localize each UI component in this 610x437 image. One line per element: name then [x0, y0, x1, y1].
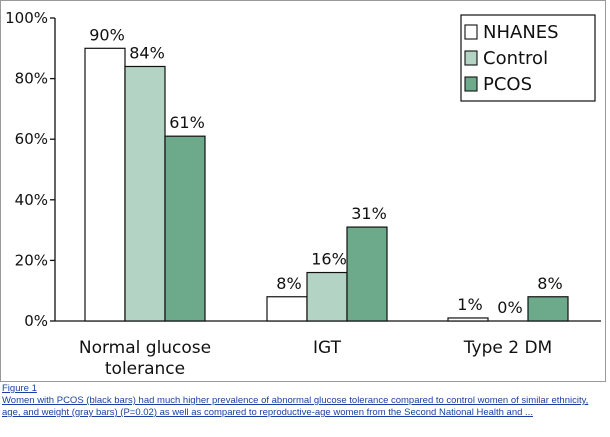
data-label: 84%	[129, 43, 165, 62]
legend-label-nhanes: NHANES	[483, 22, 559, 43]
category-label: IGT	[313, 338, 342, 358]
data-label: 31%	[351, 204, 387, 223]
bar-nhanes-2	[447, 317, 489, 322]
legend-swatch-nhanes	[464, 24, 478, 40]
data-label: 0%	[497, 298, 522, 317]
bar-pcos-2	[527, 296, 569, 322]
bar-nhanes-1	[266, 296, 308, 322]
legend-box	[460, 14, 596, 102]
legend-label-pcos: PCOS	[483, 74, 532, 95]
bar-pcos-1	[346, 226, 388, 322]
figure-caption: Figure 1 Women with PCOS (black bars) ha…	[2, 383, 602, 419]
legend-swatch-control	[464, 50, 478, 66]
category-label: Normal glucose tolerance	[79, 338, 211, 379]
legend-swatch-pcos	[464, 76, 478, 92]
chart-frame: 0% 20% 40% 60% 80% 100% 90% 8% 1% 84% 16% 0% 61% 31% 8…	[0, 0, 606, 382]
caption-text-link[interactable]: Women with PCOS (black bars) had much hi…	[2, 395, 589, 418]
data-label: 90%	[89, 25, 125, 44]
y-tick-label: 0%	[24, 312, 48, 330]
category-label: Type 2 DM	[463, 338, 552, 358]
data-label: 16%	[311, 250, 347, 269]
bar-chart: 0% 20% 40% 60% 80% 100% 90% 8% 1% 84% 16% 0% 61% 31% 8…	[5, 9, 601, 379]
y-tick-label: 100%	[5, 9, 48, 27]
y-tick-label: 40%	[15, 191, 48, 209]
y-tick-label: 80%	[15, 70, 48, 88]
figure-label-link[interactable]: Figure 1	[2, 383, 37, 394]
y-tick-label: 20%	[15, 251, 48, 269]
bar-control-1	[306, 271, 348, 322]
y-tick-label: 60%	[15, 130, 48, 148]
data-label: 61%	[169, 113, 205, 132]
bar-control-0	[124, 65, 166, 322]
data-label: 8%	[537, 274, 562, 293]
bar-pcos-0	[164, 135, 206, 322]
data-label: 1%	[457, 295, 482, 314]
data-label: 8%	[276, 274, 301, 293]
bar-nhanes-0	[84, 47, 126, 322]
legend-label-control: Control	[483, 48, 548, 69]
